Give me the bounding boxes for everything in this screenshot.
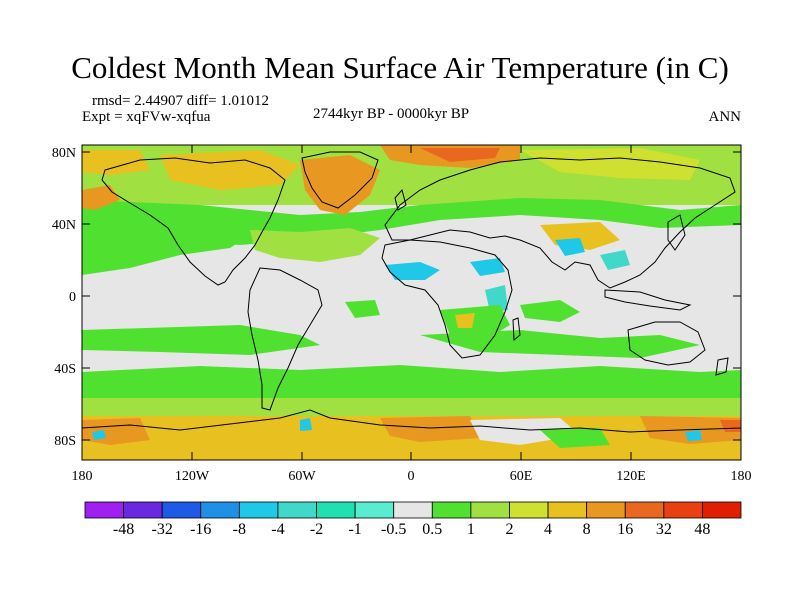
lat-label-40n: 40N	[52, 218, 76, 233]
temperature-field	[82, 145, 741, 460]
coast-japan	[667, 214, 686, 251]
lon-label-120e: 120E	[616, 469, 646, 484]
field-china-cyan	[600, 250, 630, 270]
coast-new-zealand	[715, 357, 729, 376]
lat-label-80s: 80S	[54, 434, 76, 449]
colorbar-label: -4	[271, 521, 284, 538]
colorbar-label: 4	[544, 521, 552, 538]
lon-label-60e: 60E	[510, 469, 533, 484]
coast-indonesia	[604, 289, 692, 311]
lat-label-0: 0	[69, 290, 76, 305]
field-southafrica-green	[440, 305, 510, 340]
colorbar-box	[161, 501, 202, 519]
field-antarctic-cyan-2	[300, 418, 312, 431]
colorbar-label: 1	[467, 521, 475, 538]
colorbar-box	[509, 501, 549, 519]
field-antarctic-orange-1	[82, 418, 150, 445]
coast-greenland	[301, 151, 379, 209]
colorbar-label: 16	[617, 521, 633, 538]
field-northpac-orange	[82, 185, 120, 210]
coast-uk	[394, 188, 407, 211]
coast-north-america	[101, 157, 286, 286]
lon-label-180e: 180	[731, 469, 752, 484]
colorbar-labels: -48 -32 -16 -8 -4 -2 -1 -0.5 0.5 1 2 4 8 16 32 48	[113, 521, 710, 538]
field-antarctic-green	[540, 428, 610, 448]
period-label: 2744kyr BP - 0000kyr BP	[313, 106, 470, 122]
colorbar-box	[586, 501, 626, 519]
colorbar-label: 0.5	[422, 521, 442, 538]
colorbar-box	[702, 501, 742, 519]
lat-axis: 80N 40N 0 40S 80S	[52, 146, 741, 449]
colorbar-label: -1	[348, 521, 361, 538]
colorbar-box	[354, 501, 395, 519]
colorbar-label: -0.5	[381, 521, 406, 538]
field-india-cyan	[555, 238, 585, 256]
coast-antarctica	[82, 409, 741, 433]
field-pacific-green	[82, 325, 320, 355]
field-atlantic-green	[345, 300, 380, 318]
field-alaska-gold	[82, 150, 150, 175]
colorbar-box	[393, 501, 433, 519]
colorbar-box	[547, 501, 588, 519]
coast-eurasia	[384, 157, 736, 289]
field-indian-green	[520, 300, 580, 322]
field-siberia-gold	[520, 148, 700, 180]
colorbar	[84, 501, 742, 519]
colorbar-label: 2	[505, 521, 513, 538]
colorbar-label: 32	[656, 521, 672, 538]
coast-madagascar	[512, 317, 521, 342]
colorbar-label: 8	[583, 521, 591, 538]
chart-title: Coldest Month Mean Surface Air Temperatu…	[71, 50, 729, 85]
colorbar-label: -48	[113, 521, 134, 538]
field-sahara-cyan	[385, 262, 440, 280]
colorbar-box	[316, 501, 356, 519]
lon-label-180w: 180	[72, 469, 93, 484]
lat-label-80n: 80N	[52, 146, 76, 161]
rmsd-diff-stats: rmsd= 2.44907 diff= 1.01012	[92, 93, 270, 109]
field-canada-gold	[160, 150, 300, 190]
field-north-atlantic	[250, 228, 380, 262]
coast-south-america	[247, 267, 323, 411]
field-arabia-cyan	[470, 258, 505, 276]
experiment-label: Expt = xqFVw-xqfua	[82, 109, 211, 125]
colorbar-box	[624, 501, 665, 519]
lon-label-0: 0	[408, 469, 415, 484]
lon-label-60w: 60W	[288, 469, 316, 484]
lon-label-120w: 120W	[175, 469, 210, 484]
coast-africa	[381, 239, 513, 359]
colorbar-box	[663, 501, 703, 519]
field-antarctic-cyan-1	[92, 430, 106, 440]
field-indian-south-green	[420, 330, 700, 358]
season-label: ANN	[708, 109, 742, 125]
coast-australia	[627, 321, 706, 366]
colorbar-box	[431, 501, 472, 519]
colorbar-label: -32	[152, 521, 173, 538]
field-south-green-band	[82, 365, 741, 400]
colorbar-label: -2	[310, 521, 323, 538]
field-antarctic-orange-2	[380, 416, 480, 442]
field-east-africa-cyan	[485, 285, 508, 312]
colorbar-label: -8	[233, 521, 246, 538]
colorbar-label: 48	[694, 521, 710, 538]
colorbar-label: -16	[190, 521, 211, 538]
colorbar-box	[470, 501, 510, 519]
field-north-green	[82, 198, 741, 245]
colorbar-box	[277, 501, 317, 519]
colorbar-box	[123, 501, 163, 519]
field-north-pacific	[82, 220, 250, 275]
colorbar-box	[200, 501, 240, 519]
coastlines	[82, 151, 741, 433]
field-antarctic-cyan-3	[685, 430, 702, 441]
field-arctic-deep	[420, 148, 500, 162]
field-south-yellow-band	[82, 398, 741, 420]
lon-axis: 180 120W 60W 0 60E 120E 180	[72, 145, 752, 484]
colorbar-box	[238, 501, 279, 519]
lat-label-40s: 40S	[54, 362, 76, 377]
colorbar-box	[84, 501, 124, 519]
field-southafrica-gold	[455, 313, 475, 328]
